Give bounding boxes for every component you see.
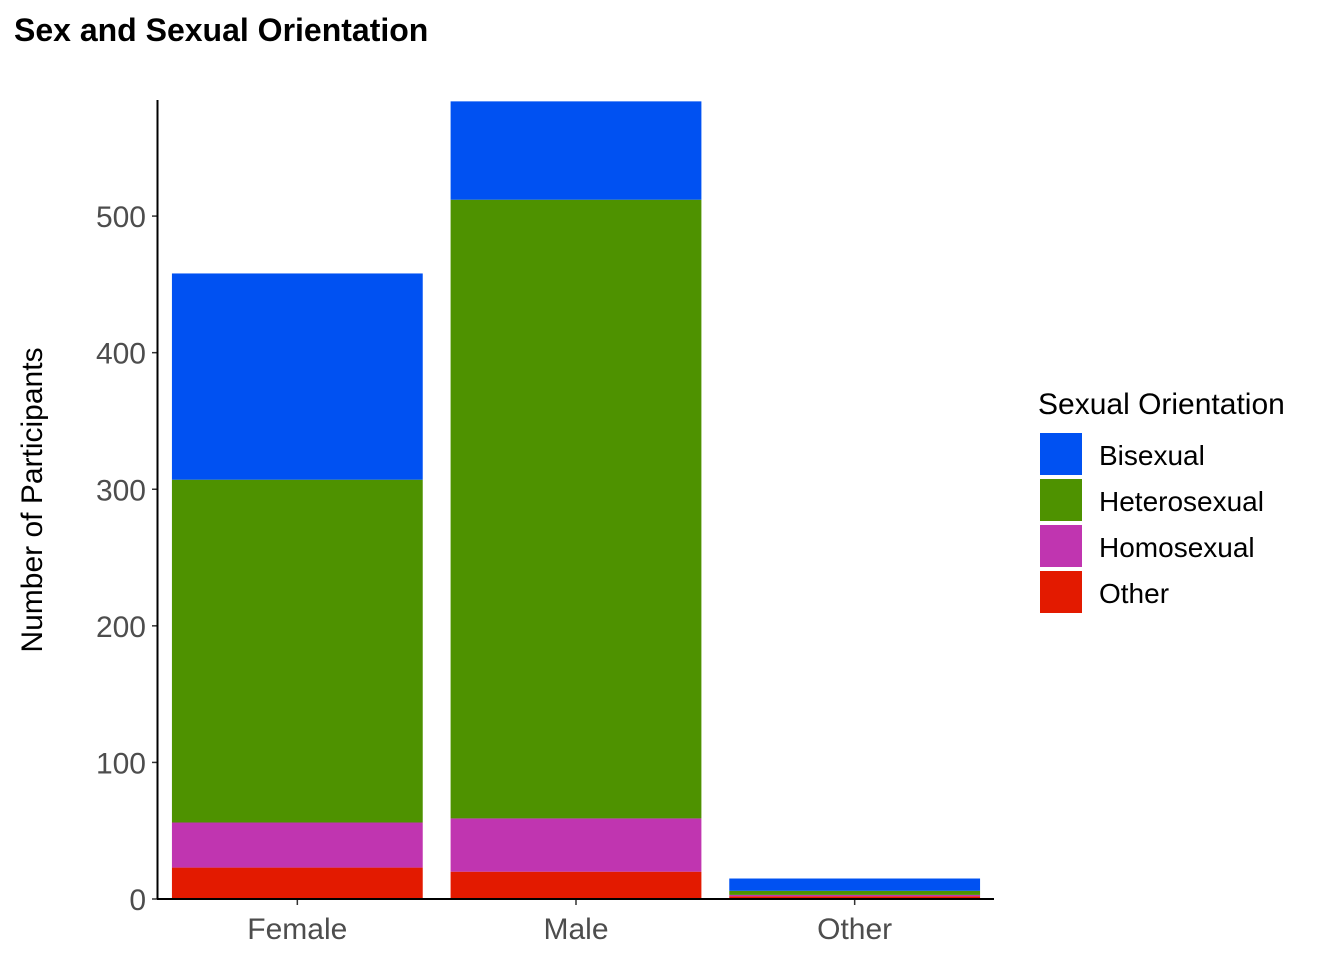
bar-female-heterosexual [171, 479, 423, 823]
x-axis-ticks: Female Male Other [247, 899, 892, 946]
legend-swatch-other [1040, 571, 1082, 613]
legend-swatch-homosexual [1040, 525, 1082, 567]
chart-title: Sex and Sexual Orientation [14, 12, 428, 48]
bar-male-homosexual [450, 818, 702, 872]
y-axis-label: Number of Participants [16, 347, 49, 652]
y-axis-ticks: 0 100 200 300 400 500 [96, 201, 158, 917]
bar-female-homosexual [171, 822, 423, 868]
bar-other-other [729, 896, 981, 899]
legend-label-homosexual: Homosexual [1099, 532, 1255, 563]
bar-other-bisexual [729, 878, 981, 891]
legend-swatch-bisexual [1040, 433, 1082, 475]
bar-male-other [450, 871, 702, 899]
bar-other-homosexual [729, 894, 981, 897]
y-tick-label: 0 [129, 884, 146, 917]
bar-male-heterosexual [450, 199, 702, 819]
legend-label-bisexual: Bisexual [1099, 440, 1205, 471]
y-tick-label: 100 [96, 747, 146, 780]
bar-male-bisexual [450, 101, 702, 200]
y-tick-label: 500 [96, 201, 146, 234]
x-tick-label-female: Female [247, 913, 347, 946]
legend-label-other: Other [1099, 578, 1169, 609]
y-tick-label: 400 [96, 338, 146, 371]
legend-title: Sexual Orientation [1038, 388, 1285, 421]
legend: Sexual Orientation Bisexual Heterosexual H… [1038, 388, 1285, 613]
bar-other-heterosexual [729, 890, 981, 895]
y-tick-label: 200 [96, 611, 146, 644]
x-tick-label-other: Other [817, 913, 892, 946]
y-tick-label: 300 [96, 474, 146, 507]
legend-label-heterosexual: Heterosexual [1099, 486, 1264, 517]
x-tick-label-male: Male [543, 913, 608, 946]
bar-female-other [171, 867, 423, 899]
legend-swatch-heterosexual [1040, 479, 1082, 521]
bar-female-bisexual [171, 273, 423, 480]
bars-layer [171, 101, 981, 899]
legend-items: Bisexual Heterosexual Homosexual Other [1040, 433, 1264, 613]
